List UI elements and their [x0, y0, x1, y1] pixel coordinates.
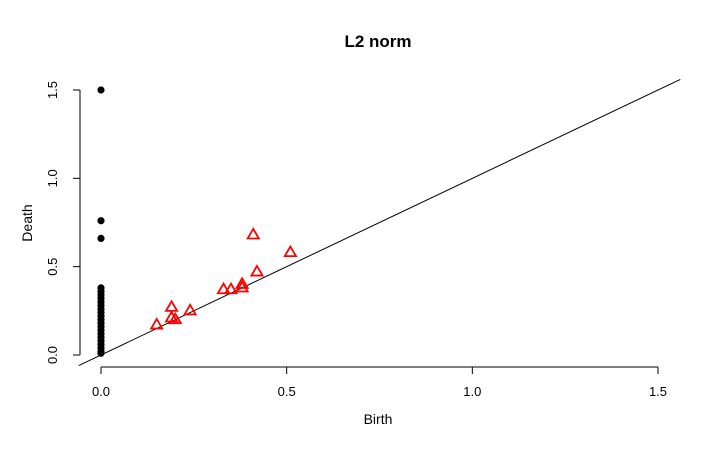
- y-tick-label: 0.5: [45, 258, 60, 276]
- axes: 0.0 0.5 1.0 1.5 0.0 0.5 1.0 1.5: [45, 81, 667, 399]
- y-axis-label: Death: [19, 204, 35, 241]
- diagonal-line: [78, 78, 681, 367]
- y-tick-label: 1.0: [45, 169, 60, 187]
- point-dim0: [97, 217, 105, 225]
- diagonal-y-equals-x: [78, 78, 681, 367]
- point-dim0: [97, 86, 105, 94]
- x-tick-label: 1.5: [649, 384, 667, 399]
- point-dim1: [246, 227, 261, 240]
- point-dim1: [216, 281, 231, 295]
- point-dim1: [223, 281, 239, 295]
- point-dim1: [164, 299, 179, 312]
- chart-title: L2 norm: [344, 32, 411, 51]
- point-dim1: [283, 244, 298, 258]
- point-dim1: [234, 276, 250, 289]
- x-axis-label: Birth: [364, 411, 393, 427]
- x-tick-label: 0.0: [92, 384, 110, 399]
- point-dim1: [168, 311, 183, 325]
- x-tick-label: 1.0: [463, 384, 481, 399]
- point-dim1: [182, 303, 198, 316]
- y-tick-label: 0.0: [45, 346, 60, 364]
- point-dim1: [149, 317, 164, 330]
- point-dim1: [234, 280, 250, 293]
- point-dim0: [97, 234, 105, 242]
- x-tick-label: 0.5: [278, 384, 296, 399]
- point-dim0: [97, 349, 105, 357]
- point-dim1: [249, 264, 265, 277]
- data-points: [97, 86, 298, 357]
- y-tick-label: 1.5: [45, 81, 60, 99]
